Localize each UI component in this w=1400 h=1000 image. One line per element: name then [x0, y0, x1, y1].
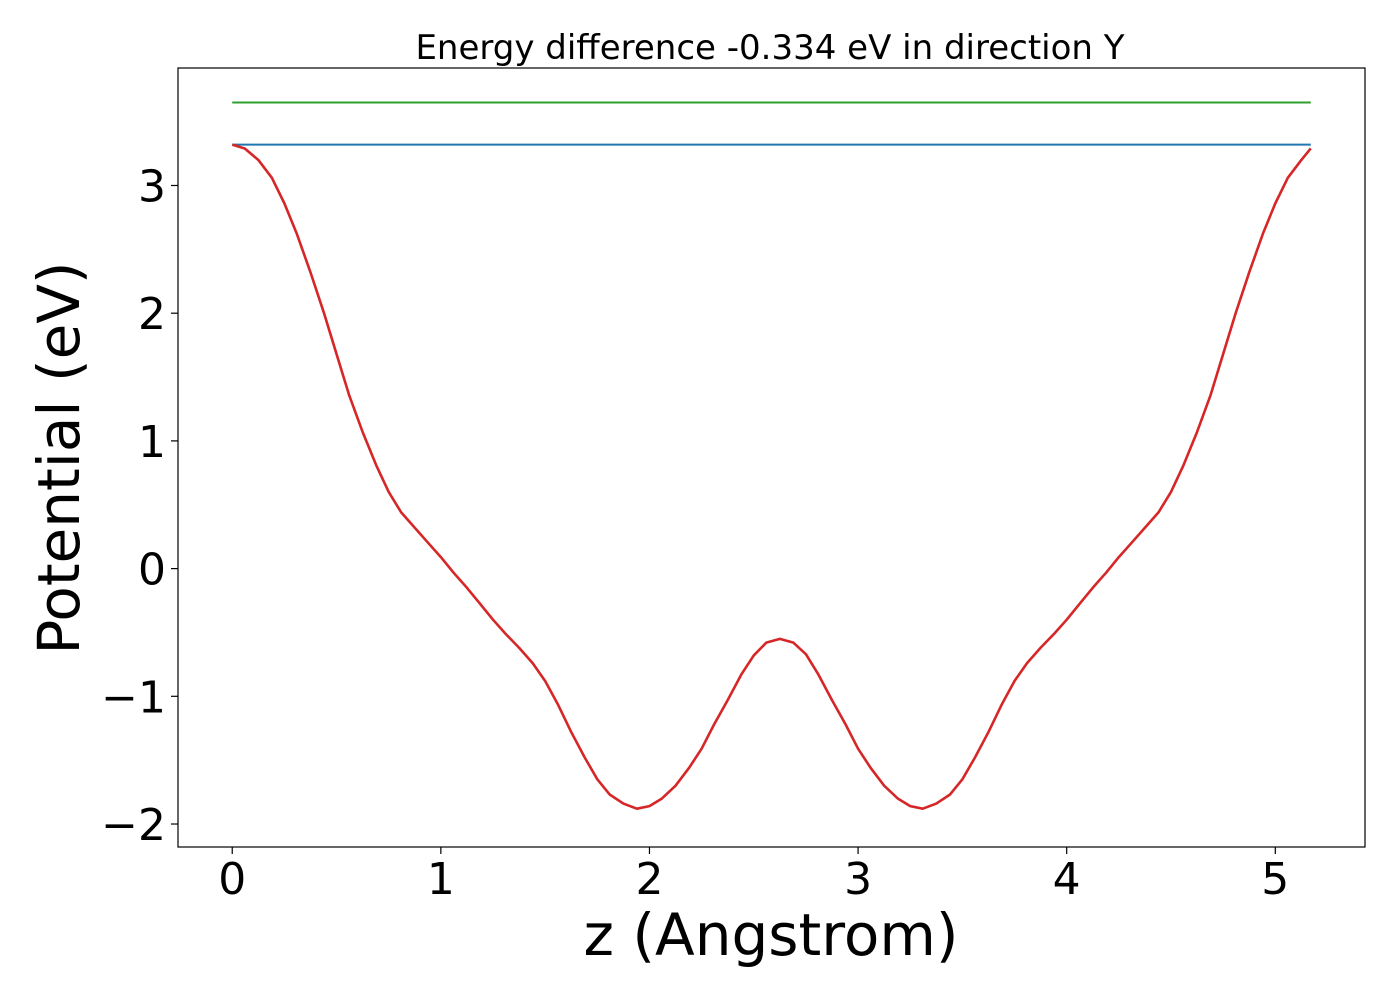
- y-tick-label: 3: [138, 161, 166, 212]
- y-tick-label: −1: [101, 672, 166, 723]
- y-axis-label: Potential (eV): [25, 261, 93, 654]
- series-line-0: [231, 143, 1312, 810]
- y-tick-label: 2: [138, 289, 166, 340]
- plot-frame: [177, 67, 1366, 848]
- y-tick-label: −2: [101, 800, 166, 851]
- x-tick-label: 5: [1261, 854, 1289, 905]
- y-tick-label: 0: [138, 545, 166, 596]
- chart-title: Energy difference -0.334 eV in direction…: [415, 28, 1124, 68]
- x-tick-label: 3: [844, 854, 872, 905]
- y-axis-ticks: −2 −1 0 1 2 3: [101, 161, 178, 851]
- x-tick-label: 0: [218, 854, 246, 905]
- series-layer: [231, 101, 1312, 810]
- x-tick-label: 1: [427, 854, 455, 905]
- x-axis-label: z (Angstrom): [584, 901, 959, 969]
- x-tick-label: 2: [635, 854, 663, 905]
- x-axis-ticks: 0 1 2 3 4 5: [218, 847, 1289, 905]
- x-tick-label: 4: [1053, 854, 1081, 905]
- y-tick-label: 1: [138, 417, 166, 468]
